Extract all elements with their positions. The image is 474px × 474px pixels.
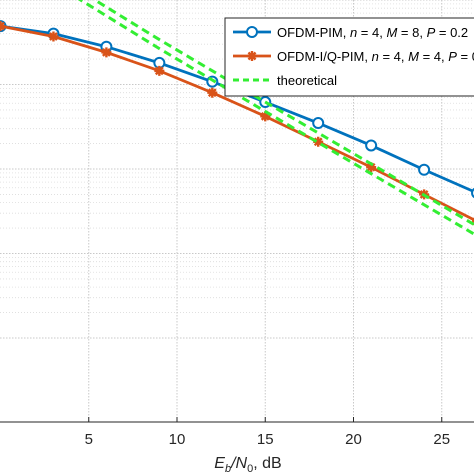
legend-label: OFDM-PIM, n = 4, M = 8, P = 0.2 (277, 25, 468, 40)
data-point-star (48, 31, 59, 42)
data-point-star (260, 111, 271, 122)
data-point-circle (418, 163, 431, 176)
data-point-star (313, 136, 324, 147)
legend: OFDM-PIM, n = 4, M = 8, P = 0.2 OFDM-I/Q-… (224, 17, 474, 97)
x-tick-label: 20 (345, 431, 362, 448)
x-axis-label: Eb/N0, dB (214, 455, 281, 474)
data-point-star (101, 47, 112, 58)
x-tick-label: 10 (169, 431, 186, 448)
data-point-star (207, 87, 218, 98)
data-point-circle (365, 139, 378, 152)
x-tick-label: 25 (433, 431, 450, 448)
x-tick-label: 15 (257, 431, 274, 448)
legend-swatch-star (247, 51, 257, 61)
series-line-2 (77, 0, 474, 236)
data-point-star (154, 65, 165, 76)
series-line-1 (0, 24, 474, 222)
data-point-star (0, 21, 6, 32)
data-point-circle (312, 117, 325, 130)
series-line-3 (92, 0, 474, 227)
legend-label: theoretical (277, 73, 337, 88)
legend-swatch-circle (246, 26, 258, 38)
data-point-star (366, 162, 377, 173)
legend-label: OFDM-I/Q-PIM, n = 4, M = 4, P = 0.2 (277, 49, 474, 64)
x-tick-label: 5 (85, 431, 93, 448)
x-ticks: 5 10 15 20 25 (85, 417, 450, 448)
